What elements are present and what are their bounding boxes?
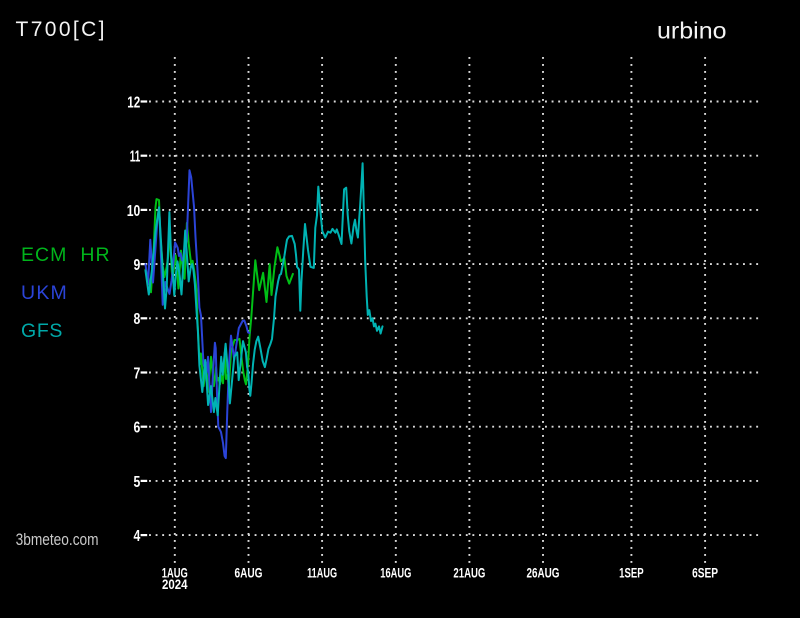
svg-text:6SEP: 6SEP	[692, 566, 718, 581]
svg-text:26AUG: 26AUG	[527, 566, 560, 581]
svg-text:12: 12	[127, 94, 140, 111]
svg-text:ECM HR: ECM HR	[21, 244, 110, 266]
svg-text:1SEP: 1SEP	[619, 566, 644, 581]
svg-text:21AUG: 21AUG	[453, 566, 485, 581]
svg-text:6: 6	[134, 420, 141, 437]
svg-text:9: 9	[134, 257, 141, 274]
svg-text:4: 4	[134, 528, 141, 545]
svg-text:11: 11	[130, 149, 141, 166]
svg-text:urbino: urbino	[657, 18, 727, 44]
svg-text:2024: 2024	[162, 577, 188, 592]
svg-text:16AUG: 16AUG	[380, 566, 411, 581]
svg-text:T700[C]: T700[C]	[16, 18, 105, 41]
svg-text:GFS: GFS	[21, 320, 62, 342]
svg-text:10: 10	[127, 203, 141, 220]
svg-text:11AUG: 11AUG	[307, 566, 337, 581]
svg-text:1AUG: 1AUG	[162, 566, 188, 581]
svg-text:UKM: UKM	[21, 282, 67, 304]
svg-text:5: 5	[134, 474, 141, 491]
svg-text:7: 7	[134, 365, 141, 382]
svg-text:8: 8	[134, 311, 141, 328]
svg-text:6AUG: 6AUG	[235, 566, 263, 581]
svg-text:3bmeteo.com: 3bmeteo.com	[16, 530, 99, 549]
